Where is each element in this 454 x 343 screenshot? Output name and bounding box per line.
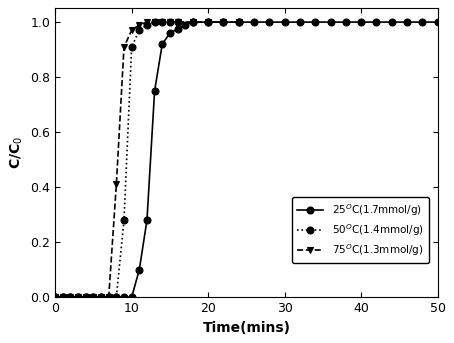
50$^O$C(1.4mmol/g): [121, 218, 127, 222]
25$^O$C(1.7mmol/g): [190, 20, 196, 24]
75$^O$C(1.3mmol/g): [83, 295, 89, 299]
50$^O$C(1.4mmol/g): [152, 20, 158, 24]
75$^O$C(1.3mmol/g): [106, 295, 111, 299]
50$^O$C(1.4mmol/g): [167, 20, 173, 24]
50$^O$C(1.4mmol/g): [52, 295, 58, 299]
25$^O$C(1.7mmol/g): [221, 20, 226, 24]
25$^O$C(1.7mmol/g): [183, 23, 188, 27]
25$^O$C(1.7mmol/g): [328, 20, 333, 24]
50$^O$C(1.4mmol/g): [60, 295, 65, 299]
Line: 75$^O$C(1.3mmol/g): 75$^O$C(1.3mmol/g): [52, 19, 242, 301]
75$^O$C(1.3mmol/g): [152, 20, 158, 24]
25$^O$C(1.7mmol/g): [83, 295, 89, 299]
25$^O$C(1.7mmol/g): [389, 20, 395, 24]
75$^O$C(1.3mmol/g): [221, 20, 226, 24]
50$^O$C(1.4mmol/g): [114, 295, 119, 299]
25$^O$C(1.7mmol/g): [144, 218, 150, 222]
X-axis label: Time(mins): Time(mins): [202, 321, 291, 335]
75$^O$C(1.3mmol/g): [159, 20, 165, 24]
75$^O$C(1.3mmol/g): [167, 20, 173, 24]
75$^O$C(1.3mmol/g): [236, 20, 242, 24]
75$^O$C(1.3mmol/g): [129, 28, 134, 32]
50$^O$C(1.4mmol/g): [106, 295, 111, 299]
50$^O$C(1.4mmol/g): [129, 45, 134, 49]
50$^O$C(1.4mmol/g): [190, 20, 196, 24]
50$^O$C(1.4mmol/g): [175, 20, 180, 24]
25$^O$C(1.7mmol/g): [266, 20, 272, 24]
25$^O$C(1.7mmol/g): [374, 20, 379, 24]
75$^O$C(1.3mmol/g): [190, 20, 196, 24]
75$^O$C(1.3mmol/g): [91, 295, 96, 299]
50$^O$C(1.4mmol/g): [144, 23, 150, 27]
25$^O$C(1.7mmol/g): [129, 295, 134, 299]
25$^O$C(1.7mmol/g): [343, 20, 349, 24]
75$^O$C(1.3mmol/g): [75, 295, 81, 299]
50$^O$C(1.4mmol/g): [99, 295, 104, 299]
25$^O$C(1.7mmol/g): [106, 295, 111, 299]
Line: 50$^O$C(1.4mmol/g): 50$^O$C(1.4mmol/g): [52, 19, 242, 301]
25$^O$C(1.7mmol/g): [236, 20, 242, 24]
Y-axis label: C/C$_0$: C/C$_0$: [8, 136, 25, 169]
50$^O$C(1.4mmol/g): [68, 295, 73, 299]
75$^O$C(1.3mmol/g): [144, 20, 150, 24]
75$^O$C(1.3mmol/g): [205, 20, 211, 24]
75$^O$C(1.3mmol/g): [121, 45, 127, 49]
50$^O$C(1.4mmol/g): [75, 295, 81, 299]
75$^O$C(1.3mmol/g): [52, 295, 58, 299]
25$^O$C(1.7mmol/g): [159, 42, 165, 46]
25$^O$C(1.7mmol/g): [312, 20, 318, 24]
75$^O$C(1.3mmol/g): [114, 182, 119, 187]
25$^O$C(1.7mmol/g): [167, 31, 173, 35]
Legend: 25$^O$C(1.7mmol/g), 50$^O$C(1.4mmol/g), 75$^O$C(1.3mmol/g): 25$^O$C(1.7mmol/g), 50$^O$C(1.4mmol/g), …: [292, 197, 429, 263]
25$^O$C(1.7mmol/g): [282, 20, 287, 24]
25$^O$C(1.7mmol/g): [68, 295, 73, 299]
25$^O$C(1.7mmol/g): [419, 20, 425, 24]
50$^O$C(1.4mmol/g): [83, 295, 89, 299]
25$^O$C(1.7mmol/g): [405, 20, 410, 24]
25$^O$C(1.7mmol/g): [114, 295, 119, 299]
25$^O$C(1.7mmol/g): [75, 295, 81, 299]
Line: 25$^O$C(1.7mmol/g): 25$^O$C(1.7mmol/g): [52, 19, 441, 301]
50$^O$C(1.4mmol/g): [205, 20, 211, 24]
75$^O$C(1.3mmol/g): [175, 20, 180, 24]
75$^O$C(1.3mmol/g): [68, 295, 73, 299]
25$^O$C(1.7mmol/g): [99, 295, 104, 299]
75$^O$C(1.3mmol/g): [60, 295, 65, 299]
25$^O$C(1.7mmol/g): [137, 268, 142, 272]
25$^O$C(1.7mmol/g): [297, 20, 303, 24]
25$^O$C(1.7mmol/g): [121, 295, 127, 299]
50$^O$C(1.4mmol/g): [159, 20, 165, 24]
25$^O$C(1.7mmol/g): [435, 20, 440, 24]
50$^O$C(1.4mmol/g): [91, 295, 96, 299]
25$^O$C(1.7mmol/g): [60, 295, 65, 299]
25$^O$C(1.7mmol/g): [52, 295, 58, 299]
50$^O$C(1.4mmol/g): [236, 20, 242, 24]
25$^O$C(1.7mmol/g): [205, 20, 211, 24]
50$^O$C(1.4mmol/g): [221, 20, 226, 24]
25$^O$C(1.7mmol/g): [91, 295, 96, 299]
75$^O$C(1.3mmol/g): [99, 295, 104, 299]
25$^O$C(1.7mmol/g): [252, 20, 257, 24]
25$^O$C(1.7mmol/g): [359, 20, 364, 24]
50$^O$C(1.4mmol/g): [137, 28, 142, 32]
75$^O$C(1.3mmol/g): [137, 23, 142, 27]
25$^O$C(1.7mmol/g): [152, 89, 158, 93]
25$^O$C(1.7mmol/g): [175, 27, 180, 31]
